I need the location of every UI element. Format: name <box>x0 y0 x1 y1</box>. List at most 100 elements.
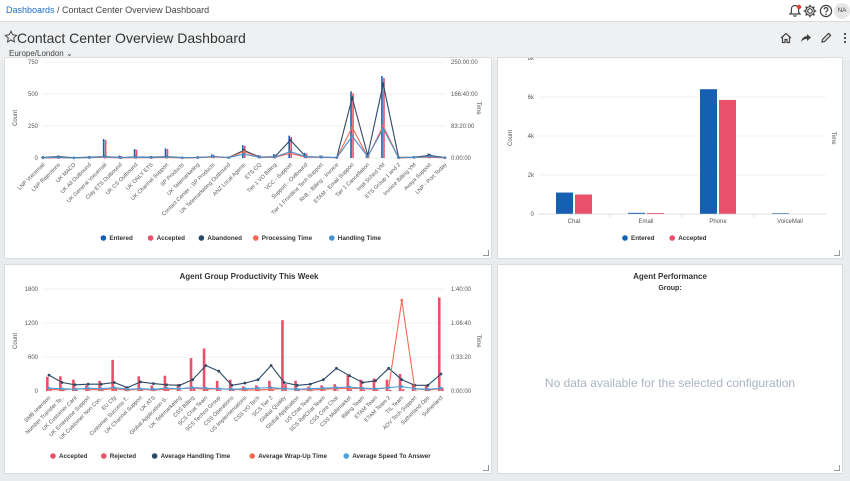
data-point <box>256 386 260 390</box>
data-point <box>57 156 60 159</box>
data-point <box>103 155 107 159</box>
data-point <box>217 387 221 391</box>
chart-title: Agent Group Productivity This Week <box>180 272 320 281</box>
series-line-average-wrap-up-time <box>48 300 441 391</box>
legend-label: Abandoned <box>207 235 242 242</box>
y2-tick-label: 250:00:00 <box>451 60 478 66</box>
y-axis-title: Count <box>13 333 19 349</box>
bar-accepted <box>150 385 154 391</box>
bar-entered <box>102 139 105 158</box>
data-point <box>99 382 103 386</box>
legend-item[interactable]: Average Wrap-Up Time <box>249 453 328 460</box>
data-point <box>374 379 378 383</box>
breadcrumb-dashboards-link[interactable]: Dashboards <box>6 5 55 15</box>
data-point <box>125 387 129 391</box>
data-point <box>269 386 273 389</box>
bar-accepted <box>385 379 389 391</box>
data-point <box>439 386 443 390</box>
legend-marker-entered <box>622 235 628 241</box>
help-icon[interactable] <box>818 3 834 19</box>
data-point <box>180 156 184 160</box>
data-point <box>361 381 364 384</box>
bar-rejected <box>336 390 340 391</box>
legend-item[interactable]: Accepted <box>147 235 185 242</box>
legend-item[interactable]: Entered <box>622 235 655 242</box>
data-point <box>73 387 77 391</box>
data-point <box>99 387 103 391</box>
bar-rejected <box>414 390 418 391</box>
data-point <box>60 381 64 384</box>
data-point <box>295 383 299 387</box>
resize-handle[interactable] <box>483 250 489 256</box>
y2-axis-title: Time <box>475 334 481 348</box>
data-point <box>119 156 122 160</box>
home-icon[interactable] <box>779 31 793 45</box>
data-point <box>112 381 116 384</box>
bar-entered <box>556 192 573 214</box>
data-point <box>72 156 76 160</box>
timezone-selector[interactable]: Europe/London ⌄ <box>9 49 73 58</box>
edit-pencil-icon[interactable] <box>819 31 833 45</box>
resize-handle[interactable] <box>834 250 840 256</box>
data-point <box>256 378 260 382</box>
bar-accepted <box>411 384 415 391</box>
breadcrumb: Dashboards / Contact Center Overview Das… <box>6 5 209 15</box>
user-avatar[interactable]: NA <box>834 3 850 19</box>
bar-accepted <box>189 358 193 391</box>
group-label: Group: <box>658 285 682 292</box>
legend-item[interactable]: Abandoned <box>198 235 243 242</box>
y2-axis-title: Time <box>830 131 836 145</box>
bar-accepted <box>268 380 271 391</box>
bar-accepted <box>398 374 402 391</box>
data-point <box>41 156 45 160</box>
legend-item[interactable]: Handling Time <box>329 235 382 242</box>
legend-marker-accepted <box>147 235 154 241</box>
y2-tick-label: 0:33:20 <box>451 355 472 361</box>
data-point <box>191 378 195 382</box>
data-point <box>428 155 431 158</box>
data-point <box>242 150 246 153</box>
bar-accepted <box>719 99 736 214</box>
more-options-icon[interactable] <box>838 31 850 45</box>
bar-entered <box>350 91 352 158</box>
legend-marker-rejected <box>101 453 107 459</box>
legend-item[interactable]: Rejected <box>101 453 136 460</box>
share-icon[interactable] <box>799 31 813 45</box>
resize-handle[interactable] <box>834 465 840 471</box>
bar-accepted <box>359 379 363 391</box>
data-point <box>381 124 385 128</box>
favorite-star-icon[interactable] <box>4 30 18 44</box>
bar-rejected <box>244 390 248 391</box>
data-point <box>191 386 195 389</box>
legend-item[interactable]: Entered <box>100 235 133 242</box>
y-axis-title: Count <box>13 110 19 126</box>
data-point <box>227 156 230 159</box>
dashboard-header: Contact Center Overview Dashboard Europe… <box>0 22 850 60</box>
data-point <box>47 373 51 377</box>
data-point <box>217 369 221 373</box>
data-point <box>335 156 339 159</box>
data-point <box>335 386 338 389</box>
data-point <box>289 150 292 153</box>
data-point <box>289 138 292 142</box>
legend-marker-average-speed-to-answer <box>343 453 350 459</box>
legend-item[interactable]: Average Speed To Answer <box>343 453 431 460</box>
legend-item[interactable]: Average Handling Time <box>151 453 231 460</box>
notification-bell-icon[interactable] <box>787 3 803 19</box>
settings-gear-icon[interactable] <box>802 3 818 19</box>
bar-entered <box>381 76 383 158</box>
legend-item[interactable]: Accepted <box>50 453 87 460</box>
resize-handle[interactable] <box>483 465 489 471</box>
legend-marker-entered <box>100 235 107 241</box>
breadcrumb-separator: / <box>54 5 63 15</box>
legend-item[interactable]: Processing Time <box>253 235 313 242</box>
bar-accepted <box>424 385 428 391</box>
data-point <box>374 387 378 391</box>
data-point <box>134 155 138 159</box>
legend-item[interactable]: Accepted <box>669 235 707 242</box>
data-point <box>350 134 354 138</box>
y-tick-label: 250 <box>28 124 39 130</box>
queue-activity-panel: 0 0:00:00 250 83:20:00 500 166:40:00 750 250:00… <box>4 57 492 259</box>
data-point <box>400 385 404 388</box>
bar-rejected <box>127 390 130 391</box>
